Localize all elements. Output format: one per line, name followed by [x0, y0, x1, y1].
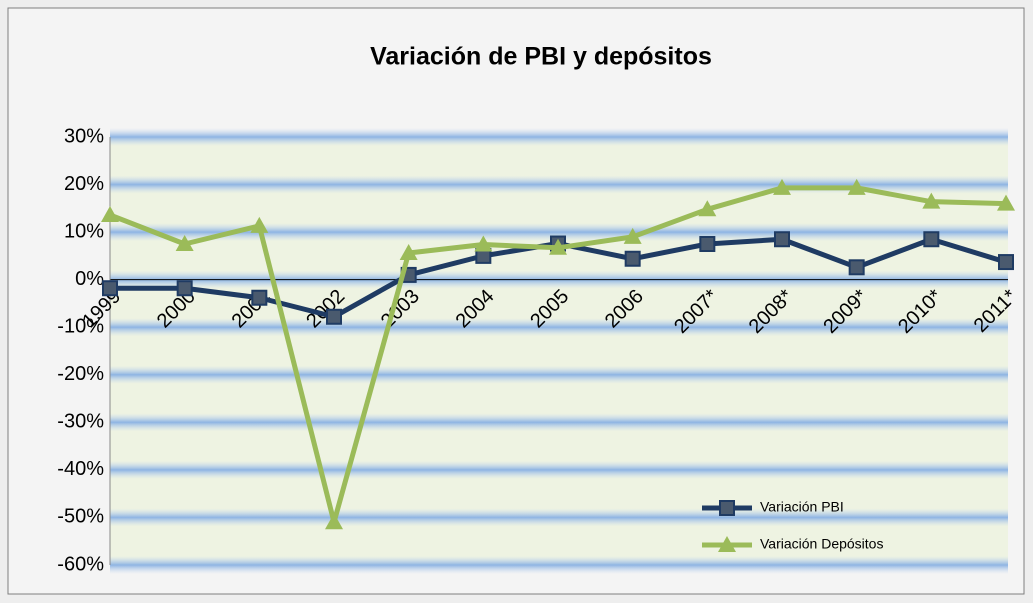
- data-point: [699, 236, 716, 252]
- grid-band: [110, 413, 1008, 432]
- data-point: [175, 235, 194, 251]
- data-point: [624, 250, 641, 267]
- grid-band: [110, 128, 1008, 146]
- data-point: [399, 244, 418, 261]
- legend-marker: [719, 500, 735, 516]
- data-point: [774, 231, 790, 248]
- data-point: [998, 254, 1014, 271]
- y-tick-label: -10%: [57, 316, 104, 338]
- y-tick-label: 0%: [75, 268, 104, 290]
- plot-area: [110, 137, 1008, 565]
- data-point: [549, 238, 567, 255]
- data-point: [698, 200, 717, 217]
- y-tick-label: 10%: [64, 220, 104, 242]
- y-tick-label: 20%: [64, 173, 104, 195]
- grid-band: [110, 508, 1008, 527]
- y-tick-label: -40%: [57, 458, 104, 480]
- data-point: [923, 231, 940, 248]
- data-point: [848, 259, 865, 276]
- data-point: [326, 308, 342, 325]
- data-point: [623, 227, 642, 244]
- data-point: [176, 280, 193, 297]
- data-point: [997, 194, 1015, 211]
- y-tick-label: -30%: [57, 411, 104, 433]
- y-tick-label: -20%: [57, 363, 104, 385]
- data-point: [102, 280, 118, 297]
- grid-band: [110, 556, 1008, 574]
- legend-label: Variación PBI: [760, 499, 844, 515]
- data-point: [773, 178, 791, 195]
- y-tick-label: -60%: [57, 553, 104, 575]
- legend-label: Variación Depósitos: [760, 536, 883, 552]
- data-point: [847, 178, 866, 195]
- grid-band: [110, 365, 1008, 384]
- legend-marker: [718, 536, 736, 552]
- data-point: [325, 513, 343, 530]
- data-point: [101, 205, 119, 222]
- data-point: [251, 289, 268, 306]
- y-tick-label: -50%: [57, 506, 104, 528]
- chart-title: Variación de PBI y depósitos: [370, 43, 712, 71]
- data-point: [922, 192, 941, 209]
- data-point: [474, 235, 493, 252]
- grid-band: [110, 460, 1008, 479]
- y-tick-label: 30%: [64, 125, 104, 147]
- data-point: [250, 216, 269, 233]
